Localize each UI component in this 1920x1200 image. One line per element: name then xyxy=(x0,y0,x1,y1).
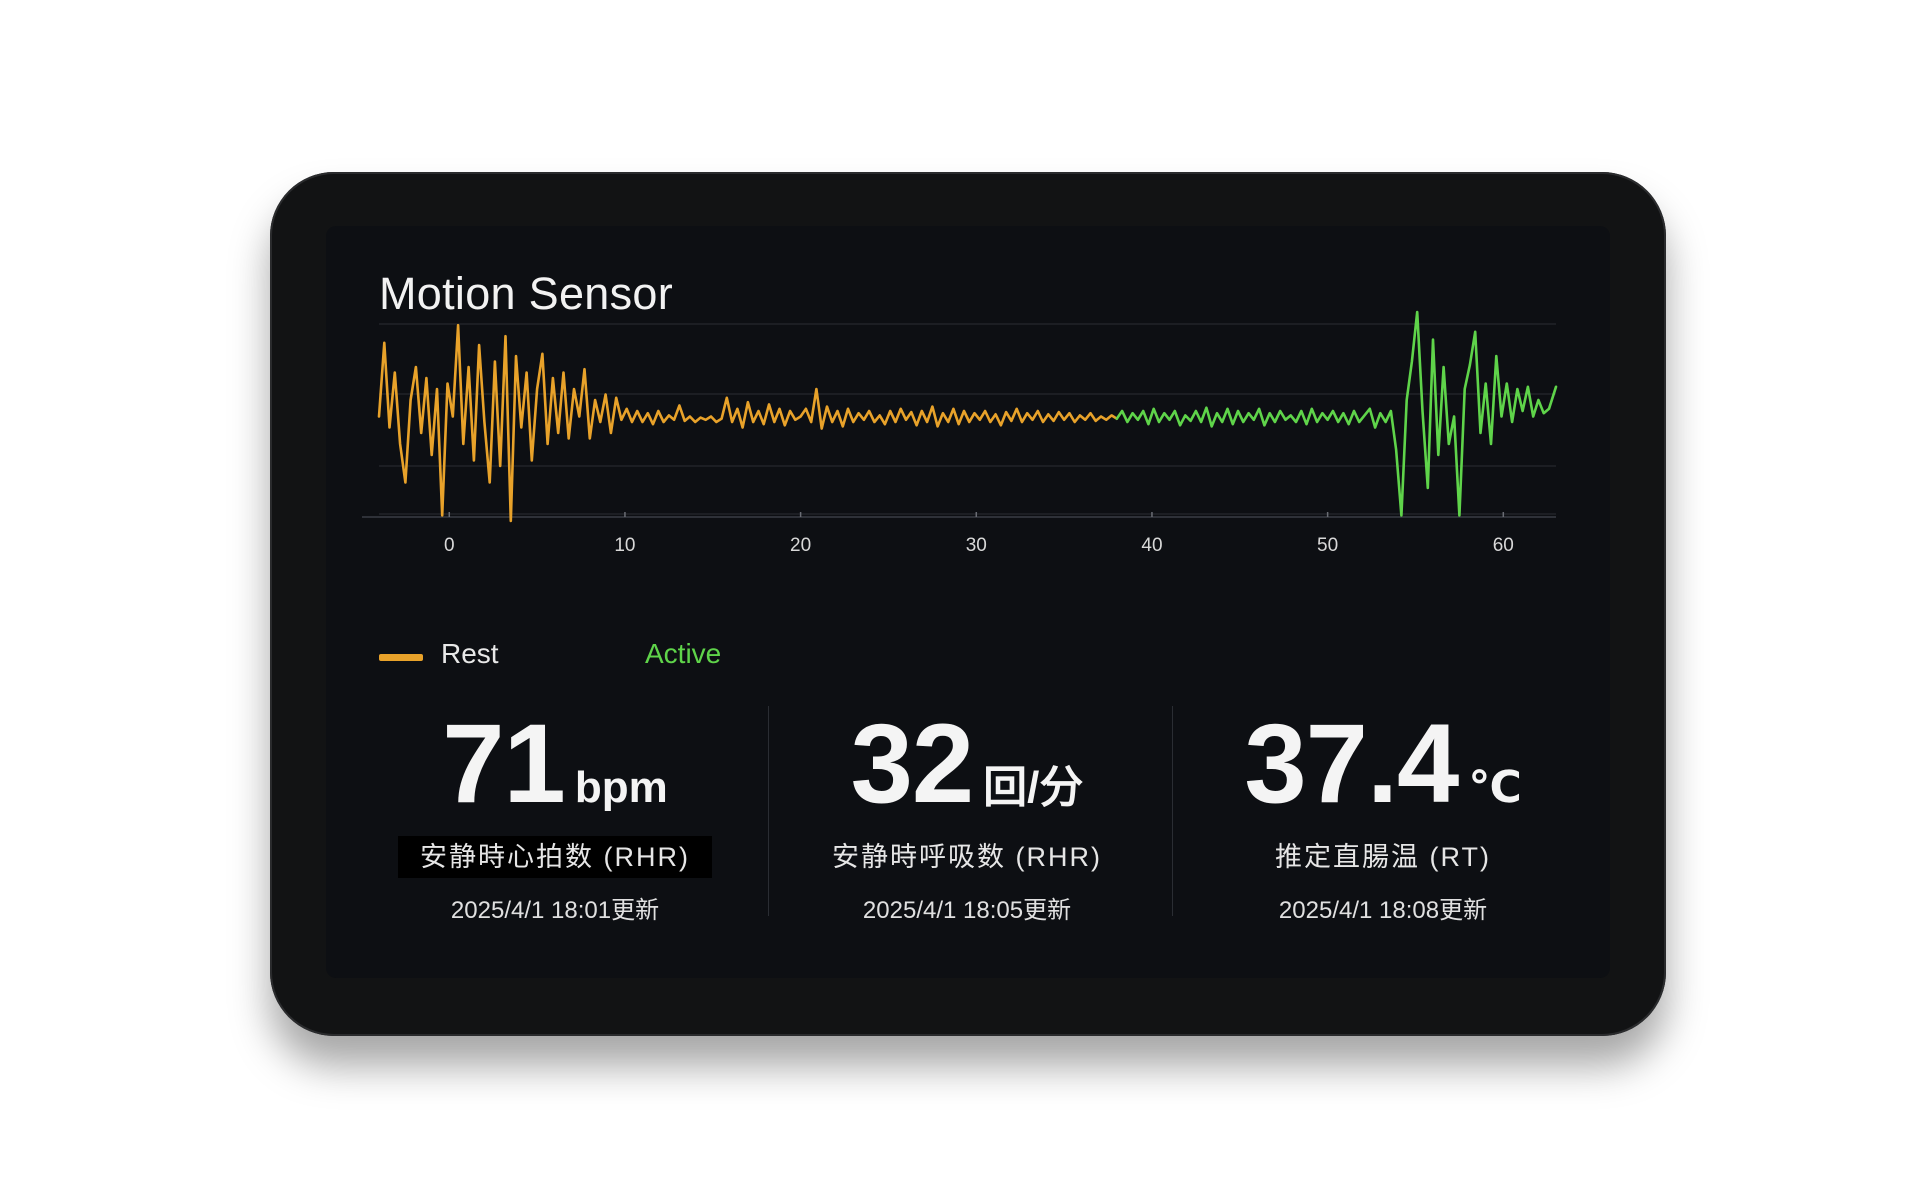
respiration-rate-unit: 回/分 xyxy=(983,763,1084,812)
metric-divider xyxy=(768,706,769,916)
legend-rest-swatch xyxy=(379,654,423,661)
page-title: Motion Sensor xyxy=(379,268,674,319)
x-tick-label: 40 xyxy=(1141,535,1162,556)
motion-chart: 0 10 20 30 40 50 60 xyxy=(362,310,1558,556)
metric-value-row: 71 bpm xyxy=(350,704,760,824)
x-tick-label: 50 xyxy=(1317,535,1338,556)
metric-respiration-rate: 32 回/分 安静時呼吸数 (RHR) 2025/4/1 18:05更新 xyxy=(762,704,1172,925)
legend-active-label: Active xyxy=(645,638,722,669)
metric-heart-rate: 71 bpm 安静時心拍数 (RHR) 2025/4/1 18:01更新 xyxy=(350,704,760,924)
series-line-rest xyxy=(377,323,1119,523)
x-tick-label: 30 xyxy=(966,535,987,556)
metric-divider xyxy=(1172,706,1173,916)
x-tick-label: 0 xyxy=(444,535,455,556)
dashboard-screen: Motion Sensor 0 10 20 30 40 50 60 Rest Active … xyxy=(326,226,1610,978)
respiration-rate-label: 安静時呼吸数 (RHR) xyxy=(832,842,1102,872)
respiration-rate-updated: 2025/4/1 18:05更新 xyxy=(862,897,1072,924)
metric-value-row: 37.4 ℃ xyxy=(1178,704,1588,824)
x-tick-label: 10 xyxy=(614,535,635,556)
respiration-rate-value: 32 xyxy=(850,701,975,826)
temperature-unit: ℃ xyxy=(1468,763,1522,812)
heart-rate-unit: bpm xyxy=(574,763,668,812)
heart-rate-value: 71 xyxy=(442,701,566,826)
metric-rectal-temperature: 37.4 ℃ 推定直腸温 (RT) 2025/4/1 18:08更新 xyxy=(1178,704,1588,925)
heart-rate-updated: 2025/4/1 18:01更新 xyxy=(450,897,660,924)
heart-rate-label-row: 安静時心拍数 (RHR) xyxy=(350,835,760,878)
metric-value-row: 32 回/分 xyxy=(762,704,1172,824)
heart-rate-label: 安静時心拍数 (RHR) xyxy=(398,836,712,878)
x-tick-label: 60 xyxy=(1493,535,1514,556)
chart-legend: Rest Active xyxy=(379,638,879,678)
series-line-active xyxy=(1115,310,1558,517)
temperature-updated: 2025/4/1 18:08更新 xyxy=(1278,897,1488,924)
legend-rest-label: Rest xyxy=(441,638,499,669)
tablet-frame: Motion Sensor 0 10 20 30 40 50 60 Rest Active … xyxy=(270,172,1666,1036)
x-tick-label: 20 xyxy=(790,535,811,556)
temperature-value: 37.4 xyxy=(1244,701,1459,826)
temperature-label: 推定直腸温 (RT) xyxy=(1275,842,1491,872)
